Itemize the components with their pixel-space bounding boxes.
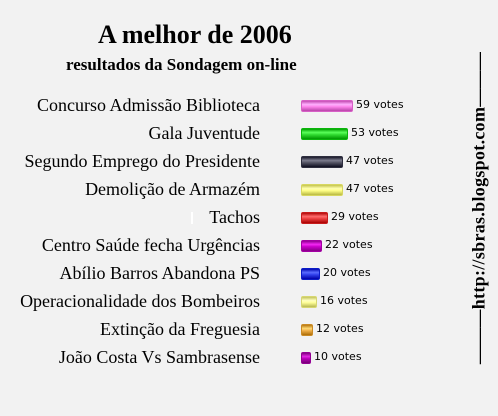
poll-results-chart: A melhor de 2006 resultados da Sondagem … — [20, 20, 404, 367]
category-label: João Costa Vs Sambrasense — [58, 347, 260, 367]
vote-bar — [301, 212, 328, 224]
vote-bar — [301, 100, 353, 112]
vote-count: 59 votes — [356, 98, 404, 111]
vote-count: 29 votes — [331, 210, 379, 223]
category-label: Concurso Admissão Biblioteca — [37, 95, 260, 115]
stray-mark — [191, 212, 193, 224]
category-label: Centro Saúde fecha Urgências — [41, 235, 260, 255]
vote-bar — [301, 268, 320, 280]
vote-count: 53 votes — [351, 126, 399, 139]
vote-count: 16 votes — [320, 294, 368, 307]
vote-bar — [301, 324, 313, 336]
blog-url-sidebar: ———http://sbras.blogspot.com——— — [460, 0, 498, 416]
vote-bar — [301, 296, 317, 308]
vote-count: 10 votes — [314, 350, 362, 363]
category-label: Gala Juventude — [148, 123, 260, 143]
category-label: Segundo Emprego do Presidente — [24, 151, 260, 171]
category-label: Demolição de Armazém — [85, 179, 260, 199]
chart-subtitle: resultados da Sondagem on-line — [66, 55, 297, 74]
category-label: Tachos — [209, 207, 260, 227]
vote-count: 12 votes — [316, 322, 364, 335]
category-label: Operacionalidade dos Bombeiros — [20, 291, 260, 311]
vote-bar — [301, 240, 322, 252]
vote-bar — [301, 352, 311, 364]
vote-bar — [301, 156, 343, 168]
vote-count: 20 votes — [323, 266, 371, 279]
vote-count: 47 votes — [346, 182, 394, 195]
vote-bar — [301, 128, 348, 140]
category-label: Extinção da Freguesia — [100, 319, 260, 339]
blog-url[interactable]: ———http://sbras.blogspot.com——— — [468, 51, 489, 365]
vote-bar — [301, 184, 343, 196]
vote-count: 47 votes — [346, 154, 394, 167]
category-label: Abílio Barros Abandona PS — [59, 263, 261, 283]
chart-title: A melhor de 2006 — [98, 20, 292, 49]
vote-count: 22 votes — [325, 238, 373, 251]
